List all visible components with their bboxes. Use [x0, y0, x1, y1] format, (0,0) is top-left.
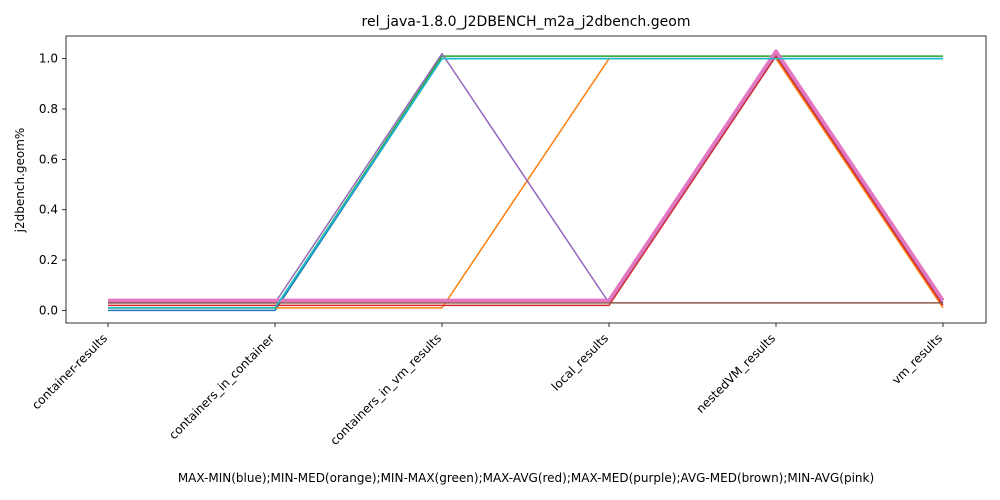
chart-title: rel_java-1.8.0_J2DBENCH_m2a_j2dbench.geo…	[362, 14, 691, 30]
x-tick-label: containers_in_container	[166, 331, 277, 442]
x-tick-label: container-results	[29, 331, 110, 412]
y-tick-label: 1.0	[39, 52, 58, 66]
plot-frame	[65, 35, 987, 324]
plot-area	[108, 49, 945, 312]
y-axis-label: j2dbench.geom%	[13, 128, 27, 234]
y-tick-label: 0.2	[39, 253, 58, 267]
series-line-8	[108, 57, 943, 309]
x-tick-label: vm_results	[889, 331, 945, 387]
series-line-4	[108, 55, 944, 307]
y-tick-label: 0.0	[39, 303, 58, 317]
x-axis: container-results containers_in_container…	[29, 323, 945, 448]
x-tick-label: local_results	[549, 331, 611, 393]
x-tick-label: nestedVM_results	[693, 331, 778, 416]
y-tick-label: 0.4	[39, 203, 58, 217]
y-tick-label: 0.6	[39, 152, 58, 166]
y-tick-label: 0.8	[39, 102, 58, 116]
x-tick-label: containers_in_vm_results	[327, 331, 444, 448]
x-axis-label: MAX-MIN(blue);MIN-MED(orange);MIN-MAX(gr…	[178, 471, 874, 485]
series-line-2	[108, 57, 944, 309]
y-axis: 0.0 0.2 0.4 0.6 0.8 1.0	[39, 52, 66, 317]
series-line-7	[108, 49, 945, 303]
series-line-5	[108, 52, 944, 304]
